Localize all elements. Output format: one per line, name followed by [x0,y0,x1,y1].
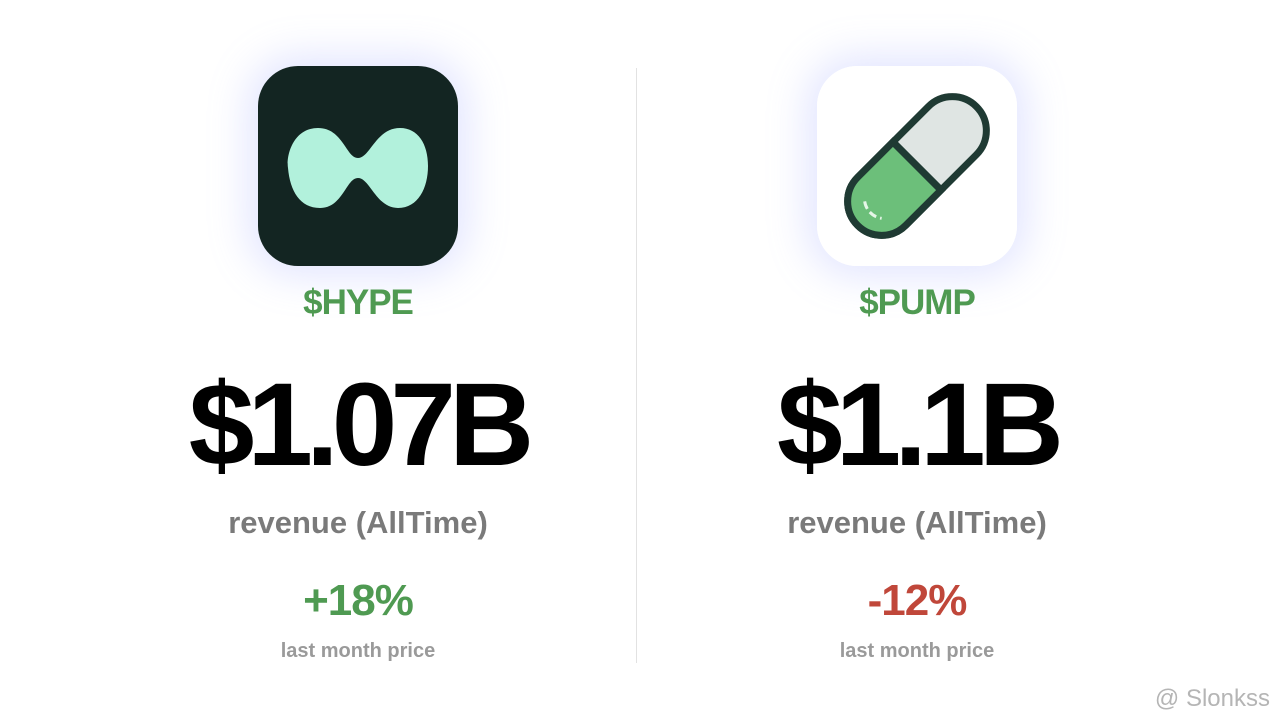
card: $PUMP $1.1B revenue (AllTime) -12% last … [637,0,1197,724]
ticker: $HYPE [303,283,414,322]
metric-label: revenue (AllTime) [228,505,488,540]
ticker: $PUMP [859,283,976,322]
revenue-value: $1.07B [188,359,535,491]
watermark: @ Slonkss [1154,685,1270,712]
price-change: -12% [867,576,968,625]
price-change: +18% [303,576,414,625]
metric-label: revenue (AllTime) [787,505,1047,540]
revenue-value: $1.1B [777,359,1064,491]
hype-logo [258,66,458,266]
divider [636,68,637,663]
card: $HYPE $1.07B revenue (AllTime) +18% last… [78,0,638,724]
change-label: last month price [839,640,995,662]
change-label: last month price [280,640,436,662]
pump-logo [817,66,1017,266]
